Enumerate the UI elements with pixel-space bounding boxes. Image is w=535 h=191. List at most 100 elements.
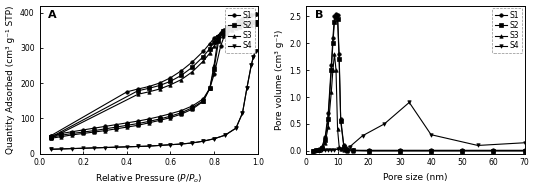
S1 xyxy=(200,98,207,100)
S1 xyxy=(325,112,332,114)
S4 xyxy=(319,149,325,151)
S2 xyxy=(228,25,235,27)
S4 xyxy=(243,87,250,90)
Line: S2: S2 xyxy=(49,20,257,139)
S1 xyxy=(102,125,108,128)
S3 xyxy=(224,27,231,29)
S2 xyxy=(58,134,65,136)
S2 xyxy=(341,145,347,148)
Text: B: B xyxy=(315,10,324,20)
S2 xyxy=(330,42,336,44)
S3 xyxy=(80,132,87,135)
S4 xyxy=(428,134,434,136)
S2 xyxy=(459,150,465,152)
S4 xyxy=(80,147,87,149)
S2 xyxy=(135,122,141,125)
Line: S2: S2 xyxy=(311,16,526,153)
S2 xyxy=(102,128,108,130)
S1 xyxy=(80,129,87,131)
S1 xyxy=(328,64,334,66)
S2 xyxy=(490,150,496,152)
S2 xyxy=(248,21,255,24)
Line: S1: S1 xyxy=(49,12,257,138)
S1 xyxy=(243,16,250,18)
S3 xyxy=(396,150,403,152)
Line: S4: S4 xyxy=(49,50,257,151)
S3 xyxy=(237,25,243,27)
S4 xyxy=(381,123,387,125)
S1 xyxy=(490,149,496,151)
S4 xyxy=(222,134,228,136)
S2 xyxy=(396,150,403,152)
S2 xyxy=(224,26,231,28)
S1 xyxy=(316,148,322,150)
S1 xyxy=(396,149,403,151)
S4 xyxy=(189,142,195,144)
S2 xyxy=(167,115,174,117)
S1 xyxy=(343,148,350,150)
S2 xyxy=(343,149,350,151)
S1 xyxy=(235,20,241,23)
S4 xyxy=(47,148,54,151)
S2 xyxy=(215,40,221,43)
S1 xyxy=(135,120,141,122)
S2 xyxy=(237,23,243,25)
S4 xyxy=(253,50,259,53)
S1 xyxy=(319,145,325,148)
S3 xyxy=(490,150,496,152)
Line: S3: S3 xyxy=(49,22,257,140)
S1 xyxy=(248,14,255,16)
S3 xyxy=(233,26,239,28)
S3 xyxy=(47,137,54,139)
Y-axis label: Pore volume (cm³ g⁻¹): Pore volume (cm³ g⁻¹) xyxy=(275,29,284,130)
S4 xyxy=(322,149,328,151)
S3 xyxy=(146,122,152,124)
S3 xyxy=(459,150,465,152)
S1 xyxy=(178,109,185,112)
S1 xyxy=(428,149,434,151)
S3 xyxy=(211,64,217,66)
S1 xyxy=(211,73,217,75)
S3 xyxy=(102,129,108,132)
S2 xyxy=(331,21,338,23)
S4 xyxy=(69,147,75,150)
S3 xyxy=(319,147,325,149)
S1 xyxy=(338,117,344,120)
Y-axis label: Quantity Adsorbed (cm³ g⁻¹ STP): Quantity Adsorbed (cm³ g⁻¹ STP) xyxy=(5,5,14,154)
S2 xyxy=(316,149,322,151)
S3 xyxy=(334,128,341,130)
S3 xyxy=(333,69,339,71)
S4 xyxy=(325,149,332,151)
S2 xyxy=(113,126,119,128)
S3 xyxy=(522,150,528,152)
S2 xyxy=(333,16,339,19)
S3 xyxy=(312,149,319,151)
X-axis label: Pore size (nm): Pore size (nm) xyxy=(383,173,448,182)
S4 xyxy=(200,140,207,142)
S1 xyxy=(336,53,342,55)
S2 xyxy=(319,146,325,149)
S4 xyxy=(328,149,334,151)
S2 xyxy=(428,150,434,152)
S4 xyxy=(334,148,341,150)
S2 xyxy=(309,150,316,152)
S3 xyxy=(189,108,195,110)
S1 xyxy=(113,124,119,126)
S2 xyxy=(334,18,341,20)
S4 xyxy=(113,146,119,148)
S3 xyxy=(200,100,207,103)
S3 xyxy=(253,23,259,25)
S4 xyxy=(156,144,163,146)
S1 xyxy=(231,23,237,25)
S3 xyxy=(365,150,372,152)
S4 xyxy=(250,56,257,58)
S4 xyxy=(239,112,246,114)
S3 xyxy=(428,150,434,152)
Line: S4: S4 xyxy=(311,101,526,153)
S1 xyxy=(226,26,233,28)
S2 xyxy=(207,87,213,90)
S2 xyxy=(189,107,195,109)
S4 xyxy=(360,135,366,137)
S1 xyxy=(156,115,163,118)
S3 xyxy=(328,91,334,93)
